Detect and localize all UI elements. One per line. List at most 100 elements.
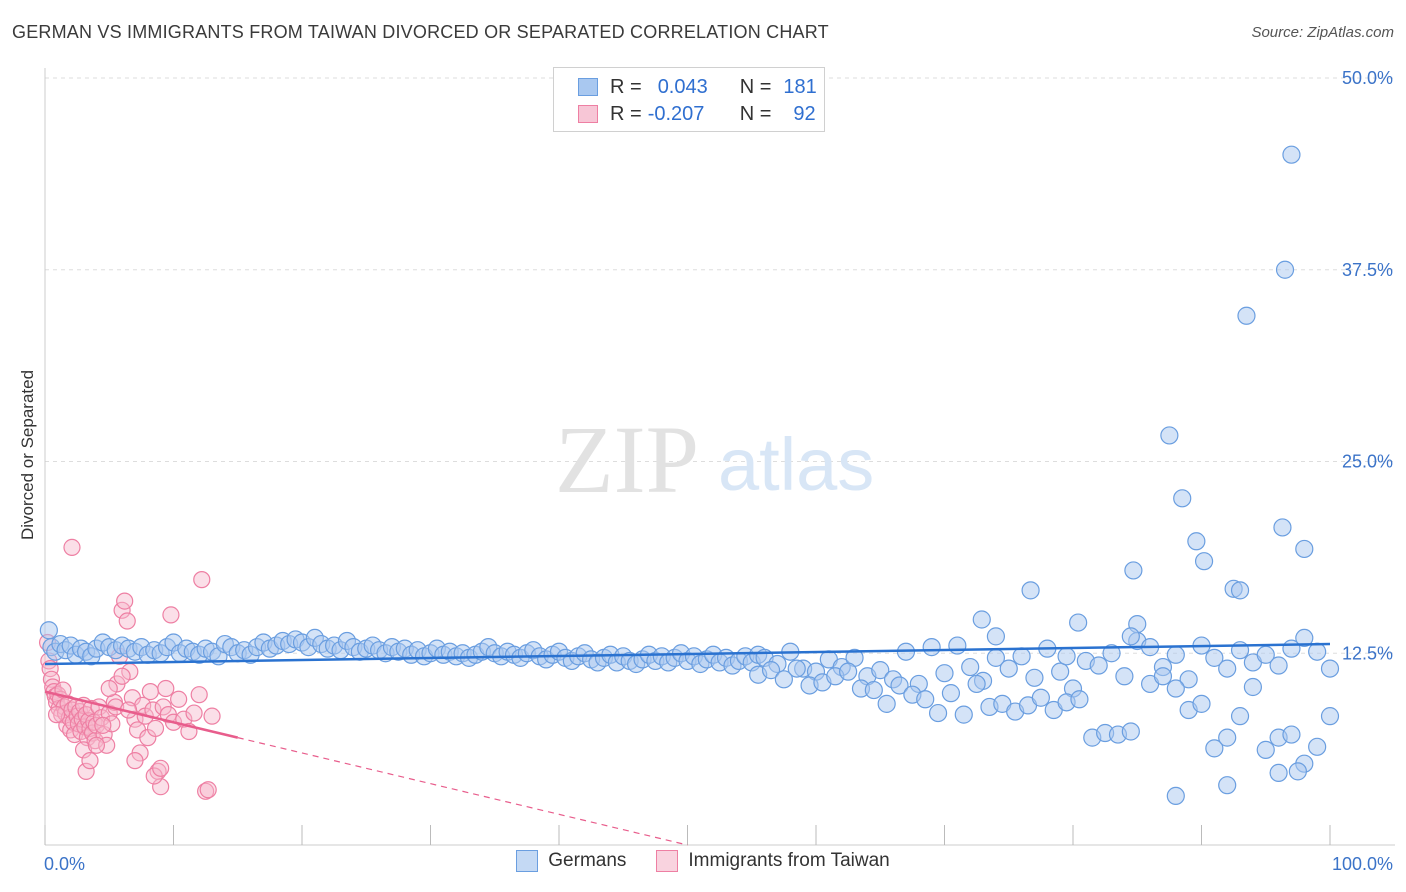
germans-point bbox=[1308, 737, 1327, 756]
germans-point bbox=[1237, 306, 1256, 325]
germans-point bbox=[941, 684, 961, 703]
germans-point bbox=[1179, 670, 1198, 689]
germans-n-label: N = bbox=[739, 75, 772, 98]
watermark-atlas: atlas bbox=[718, 423, 874, 506]
legend: Germans Immigrants from Taiwan bbox=[0, 850, 1406, 872]
germans-point bbox=[1069, 613, 1088, 632]
taiwan-point bbox=[81, 752, 99, 770]
taiwan-point bbox=[146, 719, 165, 738]
germans-point bbox=[972, 610, 991, 629]
taiwan-point bbox=[152, 759, 170, 777]
germans-point bbox=[1121, 627, 1140, 646]
y-tick-label: 12.5% bbox=[1342, 643, 1393, 663]
germans-point bbox=[1192, 694, 1211, 713]
y-tick-label: 25.0% bbox=[1342, 452, 1393, 472]
germans-swatch bbox=[578, 78, 598, 96]
germans-point bbox=[1205, 739, 1224, 758]
taiwan-point bbox=[185, 704, 203, 722]
germans-point bbox=[967, 674, 986, 694]
germans-point bbox=[1102, 644, 1121, 663]
germans-point bbox=[871, 661, 890, 680]
legend-taiwan-swatch bbox=[656, 850, 679, 872]
legend-germans-swatch bbox=[516, 850, 539, 872]
taiwan-trend-extension bbox=[237, 737, 688, 846]
germans-point bbox=[1282, 725, 1301, 744]
taiwan-point bbox=[157, 679, 175, 698]
germans-point bbox=[1070, 690, 1089, 709]
germans-point bbox=[1218, 728, 1237, 747]
taiwan-n-value: 92 bbox=[793, 102, 816, 125]
germans-point bbox=[916, 690, 935, 709]
chart-title: GERMAN VS IMMIGRANTS FROM TAIWAN DIVORCE… bbox=[12, 22, 829, 42]
germans-point bbox=[1295, 628, 1314, 648]
germans-point bbox=[1057, 647, 1076, 666]
y-tick-label: 37.5% bbox=[1342, 260, 1393, 280]
taiwan-point bbox=[74, 741, 93, 759]
taiwan-point bbox=[203, 707, 221, 725]
germans-point bbox=[1218, 659, 1237, 678]
germans-point bbox=[1187, 532, 1206, 551]
germans-point bbox=[1160, 426, 1179, 445]
germans-point bbox=[1051, 662, 1070, 681]
germans-point bbox=[999, 659, 1018, 678]
germans-point bbox=[1194, 552, 1214, 571]
germans-point bbox=[1269, 763, 1288, 783]
germans-n-value: 181 bbox=[783, 75, 817, 98]
legend-germans-label: Germans bbox=[548, 850, 627, 871]
stats-row-germans: R = 0.043 N = 181 bbox=[578, 74, 817, 100]
germans-point bbox=[1166, 679, 1185, 698]
germans-point bbox=[1153, 667, 1173, 686]
germans-point bbox=[1275, 260, 1295, 279]
germans-point bbox=[1205, 648, 1224, 667]
taiwan-trend-line bbox=[44, 690, 239, 739]
taiwan-points bbox=[38, 538, 221, 800]
x-tick-label: 0.0% bbox=[44, 854, 85, 874]
axes bbox=[44, 68, 1395, 846]
taiwan-point bbox=[77, 762, 95, 780]
taiwan-r-label: R = bbox=[610, 102, 642, 125]
taiwan-point bbox=[170, 690, 188, 708]
taiwan-point bbox=[100, 679, 118, 698]
germans-point bbox=[1089, 656, 1108, 675]
taiwan-point bbox=[87, 736, 106, 754]
germans-point bbox=[839, 662, 858, 681]
germans-point bbox=[1031, 688, 1050, 707]
germans-trend-line bbox=[44, 642, 1331, 666]
trend-lines bbox=[44, 642, 1331, 846]
germans-point bbox=[1012, 647, 1031, 666]
germans-point bbox=[1282, 145, 1301, 164]
germans-point bbox=[774, 670, 793, 689]
germans-point bbox=[1256, 740, 1275, 759]
watermark: ZIP atlas bbox=[555, 406, 874, 513]
source-label: Source: ZipAtlas.com bbox=[1251, 24, 1394, 41]
germans-point bbox=[1230, 707, 1250, 726]
germans-point bbox=[1025, 668, 1044, 687]
germans-point bbox=[1243, 677, 1263, 697]
taiwan-swatch bbox=[578, 105, 598, 123]
germans-point bbox=[1269, 656, 1288, 675]
taiwan-point bbox=[116, 592, 134, 610]
taiwan-point bbox=[47, 706, 66, 724]
taiwan-n-label: N = bbox=[739, 102, 772, 125]
germans-point bbox=[1273, 518, 1292, 537]
stats-row-taiwan: R = -0.207 N = 92 bbox=[578, 101, 816, 127]
x-tick-label: 100.0% bbox=[1332, 854, 1393, 874]
legend-item-taiwan: Immigrants from Taiwan bbox=[656, 850, 890, 872]
germans-point bbox=[761, 661, 781, 680]
germans-point bbox=[948, 636, 967, 655]
taiwan-point bbox=[94, 716, 112, 734]
taiwan-point bbox=[118, 612, 136, 630]
germans-point bbox=[864, 680, 883, 700]
stats-box: R = 0.043 N = 181 R = -0.207 N = 92 bbox=[553, 67, 825, 132]
germans-point bbox=[986, 627, 1006, 646]
germans-point bbox=[922, 638, 941, 657]
germans-point bbox=[1115, 667, 1134, 686]
taiwan-point bbox=[199, 781, 217, 799]
germans-point bbox=[1320, 659, 1340, 678]
germans-point bbox=[954, 705, 973, 724]
taiwan-point bbox=[63, 538, 81, 557]
taiwan-r-value: -0.207 bbox=[647, 102, 705, 125]
germans-r-value: 0.043 bbox=[657, 75, 708, 98]
watermark-zip: ZIP bbox=[555, 406, 699, 513]
germans-point bbox=[1230, 581, 1250, 600]
